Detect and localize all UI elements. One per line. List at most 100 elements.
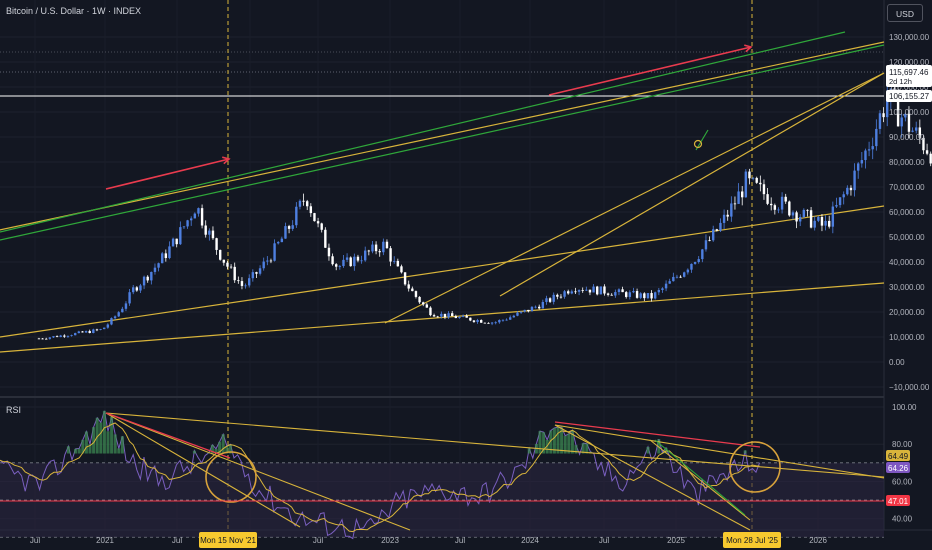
candle-body — [291, 225, 294, 229]
candle-body — [610, 294, 613, 296]
candle-body — [882, 113, 885, 118]
time-tick-label: Jul — [455, 536, 465, 545]
current-price-countdown: 2d 12h — [889, 77, 912, 86]
candle-body — [556, 294, 559, 297]
candle-body — [121, 308, 124, 313]
candle-body — [219, 249, 222, 260]
time-axis[interactable]: Jul2021JulJul2023Jul2024Jul2025Jul2026Mo… — [30, 532, 828, 548]
candle-body — [574, 291, 577, 293]
candle-body — [77, 331, 81, 334]
candle-body — [483, 322, 487, 324]
price-candles — [37, 81, 932, 340]
time-tick-label: 2026 — [809, 536, 827, 545]
candle-body — [142, 276, 146, 286]
rsi-tick-label: 100.00 — [892, 403, 917, 412]
candle-body — [719, 222, 722, 231]
candle-body — [153, 267, 157, 272]
candle-body — [193, 213, 197, 219]
time-tick-label: Jul — [30, 536, 40, 545]
rsi-ma-value: 64.49 — [888, 452, 909, 461]
price-tick-label: 10,000.00 — [889, 333, 925, 342]
candle-body — [331, 256, 334, 265]
candle-body — [487, 322, 490, 324]
candle-body — [407, 284, 410, 289]
candle-body — [762, 184, 766, 195]
rsi-trendline — [105, 412, 885, 478]
candle-body — [770, 203, 773, 206]
candle-body — [186, 220, 189, 227]
price-axis[interactable]: 130,000.00 120,000.00 110,000.00 100,000.00… — [886, 33, 932, 524]
candle-body — [806, 209, 809, 211]
trendline-yellow — [499, 72, 885, 297]
level-price-tag — [886, 90, 932, 102]
candle-body — [690, 263, 693, 270]
candle-body — [335, 264, 338, 267]
candle-body — [675, 276, 679, 278]
candle-body — [918, 127, 922, 138]
candle-body — [755, 177, 758, 183]
candle-body — [110, 318, 113, 325]
candle-body — [432, 315, 436, 317]
trendline-green — [0, 44, 885, 241]
candle-body — [628, 292, 632, 297]
candle-body — [454, 316, 458, 319]
candle-body — [650, 293, 653, 299]
candle-body — [164, 253, 168, 259]
candle-body — [302, 200, 305, 202]
time-tick-label: 2021 — [96, 536, 114, 545]
candle-body — [422, 302, 425, 305]
candle-body — [262, 261, 265, 269]
candle-body — [708, 240, 711, 242]
candle-body — [248, 278, 251, 286]
candle-body — [92, 329, 95, 334]
candle-body — [84, 331, 88, 333]
candle-body — [748, 171, 751, 179]
candle-body — [759, 182, 762, 185]
price-tick-label: 90,000.00 — [889, 133, 925, 142]
candle-body — [175, 238, 178, 245]
candle-body — [103, 327, 106, 330]
candle-body — [306, 201, 309, 207]
price-tick-label: 30,000.00 — [889, 283, 925, 292]
candle-body — [632, 291, 635, 293]
candle-body — [287, 226, 291, 229]
rsi-value-tag — [886, 462, 910, 473]
candle-body — [813, 220, 816, 228]
trendline-yellow — [0, 205, 885, 338]
candle-body — [146, 276, 149, 281]
time-tick-label: Jul — [599, 536, 609, 545]
level-price-value: 106,155.27 — [889, 92, 930, 101]
candle-body — [904, 113, 907, 118]
candle-body — [284, 226, 287, 239]
candle-body — [59, 335, 62, 338]
candle-body — [226, 262, 229, 267]
trendline-yellow — [384, 72, 885, 324]
candle-body — [849, 187, 853, 191]
candle-body — [563, 291, 566, 297]
candle-body — [791, 212, 795, 216]
candle-body — [697, 259, 700, 263]
currency-button[interactable]: USD — [887, 4, 923, 22]
candle-body — [161, 253, 164, 264]
candle-body — [480, 320, 483, 323]
rsi-trendline — [554, 424, 751, 531]
trendlines — [0, 31, 885, 353]
candle-body — [799, 217, 802, 222]
candle-body — [472, 320, 476, 322]
candle-body — [730, 203, 733, 217]
candle-body — [353, 256, 356, 267]
candle-body — [269, 260, 273, 262]
candle-body — [258, 268, 262, 274]
red-arrow-head — [744, 44, 753, 53]
candle-body — [701, 249, 704, 260]
candle-body — [751, 177, 755, 179]
candle-body — [505, 319, 508, 321]
candle-body — [327, 247, 331, 257]
rsi-tick-label: 80.00 — [892, 440, 913, 449]
candle-body — [400, 266, 403, 273]
candle-body — [896, 92, 900, 127]
candle-body — [277, 242, 280, 244]
candle-body — [617, 289, 621, 293]
candle-body — [255, 272, 258, 274]
